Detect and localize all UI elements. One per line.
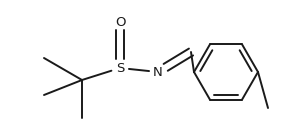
Text: O: O: [115, 16, 125, 29]
Text: N: N: [153, 66, 163, 79]
Text: S: S: [116, 62, 124, 75]
